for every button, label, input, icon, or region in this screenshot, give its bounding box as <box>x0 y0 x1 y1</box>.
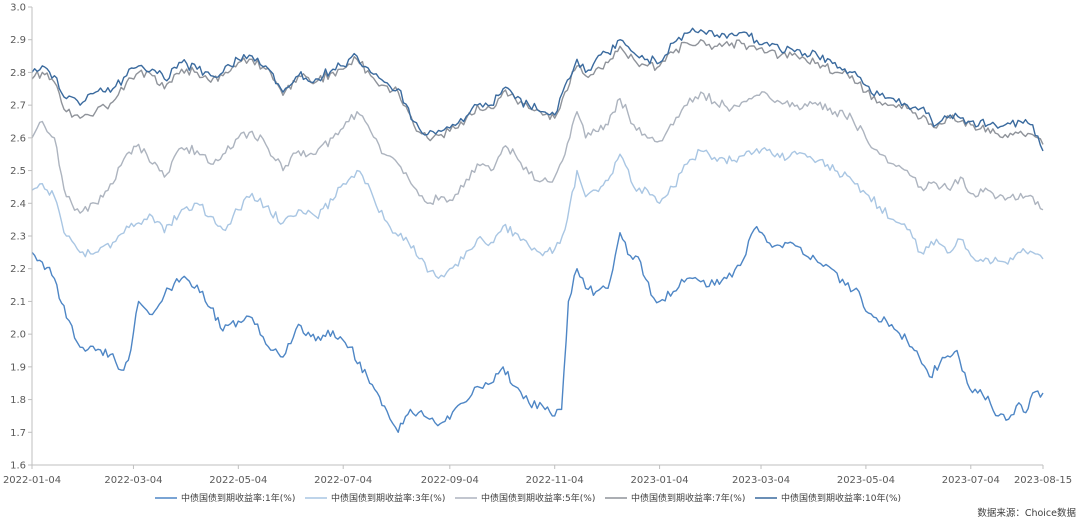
legend: 中债国债到期收益率:1年(%) 中债国债到期收益率:3年(%) 中债国债到期收益率:… <box>155 492 901 504</box>
y-tick-label: 1.7 <box>10 428 26 439</box>
x-tick-label: 2023-01-04 <box>631 475 689 486</box>
legend-label-3: 中债国债到期收益率:7年(%) <box>631 492 745 504</box>
y-tick-label: 3.0 <box>10 3 26 14</box>
y-tick-label: 2.9 <box>10 35 26 46</box>
y-tick-label: 2.5 <box>10 166 26 177</box>
series-line-4 <box>31 27 1044 152</box>
series-line-0 <box>31 225 1044 433</box>
x-tick-label: 2022-07-04 <box>314 475 372 486</box>
y-tick-label: 2.4 <box>10 199 26 210</box>
x-tick-label: 2022-01-04 <box>3 475 61 486</box>
x-tick-label: 2022-11-04 <box>526 475 584 486</box>
legend-label-0: 中债国债到期收益率:1年(%) <box>181 492 295 504</box>
y-tick-label: 2.1 <box>10 297 26 308</box>
x-tick-label: 2023-08-15 <box>1014 475 1072 486</box>
x-tick-label: 2023-03-04 <box>732 475 790 486</box>
legend-label-4: 中债国债到期收益率:10年(%) <box>781 492 901 504</box>
y-tick-label: 2.3 <box>10 232 26 243</box>
series-line-2 <box>31 91 1044 214</box>
y-tick-label: 1.6 <box>10 461 26 472</box>
y-tick-label: 2.8 <box>10 68 26 79</box>
x-tick-label: 2023-05-04 <box>837 475 895 486</box>
x-tick-label: 2023-07-04 <box>942 475 1000 486</box>
x-tick-label: 2022-09-04 <box>421 475 479 486</box>
series-line-1 <box>31 147 1044 279</box>
y-tick-label: 1.8 <box>10 395 26 406</box>
x-tick-label: 2022-05-04 <box>209 475 267 486</box>
y-tick-label: 2.0 <box>10 330 26 341</box>
x-axis-ticks: 2022-01-04 2022-03-04 2022-05-04 2022-07-04… <box>3 465 1072 486</box>
x-tick-label: 2022-03-04 <box>104 475 162 486</box>
source-note: 数据来源：Choice数据 <box>977 507 1076 519</box>
y-tick-label: 1.9 <box>10 362 26 373</box>
y-tick-label: 2.2 <box>10 264 26 275</box>
y-axis-ticks: 1.6 1.7 1.8 1.9 2.0 2.1 2.2 2.3 2.4 2.5 2.6 2.7 2.8 2… <box>10 3 32 472</box>
legend-label-1: 中债国债到期收益率:3年(%) <box>331 492 445 504</box>
series-line-3 <box>31 39 1044 145</box>
y-tick-label: 2.6 <box>10 133 26 144</box>
legend-label-2: 中债国债到期收益率:5年(%) <box>481 492 595 504</box>
y-tick-label: 2.7 <box>10 101 26 112</box>
series-layer <box>31 27 1044 433</box>
